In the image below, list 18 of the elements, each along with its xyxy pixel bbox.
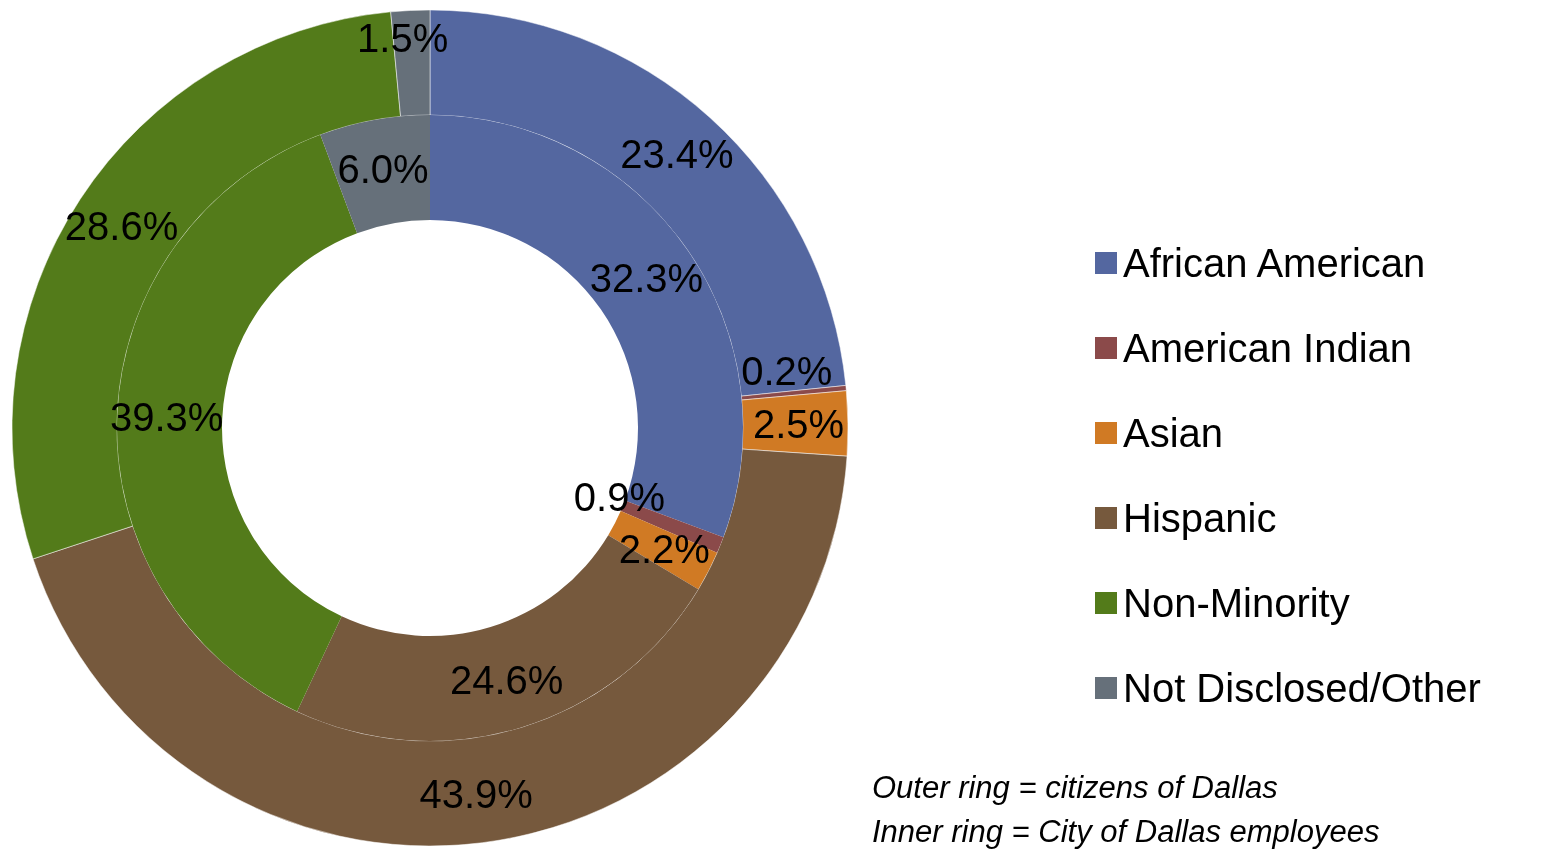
data-label: 32.3% xyxy=(589,255,704,300)
data-label: 43.9% xyxy=(419,771,533,816)
data-label: 6.0% xyxy=(337,146,429,191)
legend-label: American Indian xyxy=(1123,326,1413,370)
data-label: 2.2% xyxy=(618,526,710,571)
legend-label: Hispanic xyxy=(1123,496,1277,540)
legend-label: Not Disclosed/Other xyxy=(1123,666,1481,710)
data-label: 23.4% xyxy=(620,132,734,177)
legend-label: African American xyxy=(1123,241,1426,285)
legend-label: Asian xyxy=(1123,411,1224,455)
text: Outer ring = citizens of Dallas xyxy=(872,770,1278,805)
text: Inner ring = City of Dallas employees xyxy=(872,814,1380,849)
data-label: 0.2% xyxy=(741,348,833,393)
data-label: 24.6% xyxy=(449,658,564,703)
data-label: 28.6% xyxy=(64,204,179,249)
data-label: 39.3% xyxy=(110,395,224,440)
data-label: 2.5% xyxy=(752,401,845,446)
legend-label: Non-Minority xyxy=(1123,581,1350,625)
